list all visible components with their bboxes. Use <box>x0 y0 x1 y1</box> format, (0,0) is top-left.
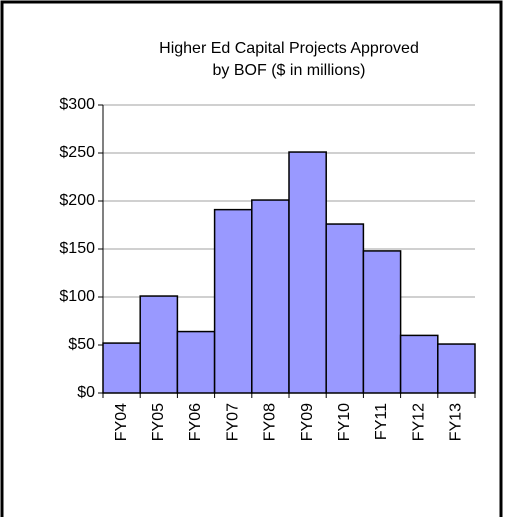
x-tick-label: FY12 <box>410 403 427 441</box>
bar <box>139 295 179 394</box>
y-tick-label: $100 <box>59 288 95 305</box>
x-tick-label: FY05 <box>150 403 167 441</box>
bar <box>288 151 327 394</box>
bar <box>251 199 290 394</box>
x-tick-label: FY07 <box>224 403 241 441</box>
x-tick-label: FY10 <box>336 403 353 441</box>
bar <box>362 250 402 394</box>
bar <box>213 208 253 394</box>
y-tick-label: $250 <box>59 144 95 161</box>
y-tick-label: $50 <box>68 336 95 353</box>
chart-title: by BOF ($ in millions) <box>213 62 366 79</box>
x-tick-label: FY08 <box>262 403 279 441</box>
chart-title: Higher Ed Capital Projects Approved <box>159 40 419 57</box>
x-tick-label: FY04 <box>113 403 130 441</box>
bar <box>176 330 216 394</box>
y-tick-label: $150 <box>59 240 95 257</box>
y-tick-label: $0 <box>77 384 95 401</box>
bar <box>437 343 476 394</box>
bar <box>102 342 141 394</box>
x-tick-label: FY06 <box>187 403 204 441</box>
x-tick-label: FY09 <box>299 403 316 441</box>
y-tick-label: $300 <box>59 96 95 113</box>
x-tick-label: FY11 <box>373 403 390 440</box>
bar <box>399 334 439 394</box>
bar <box>325 223 365 394</box>
x-tick-label: FY13 <box>448 403 465 441</box>
y-tick-label: $200 <box>59 192 95 209</box>
